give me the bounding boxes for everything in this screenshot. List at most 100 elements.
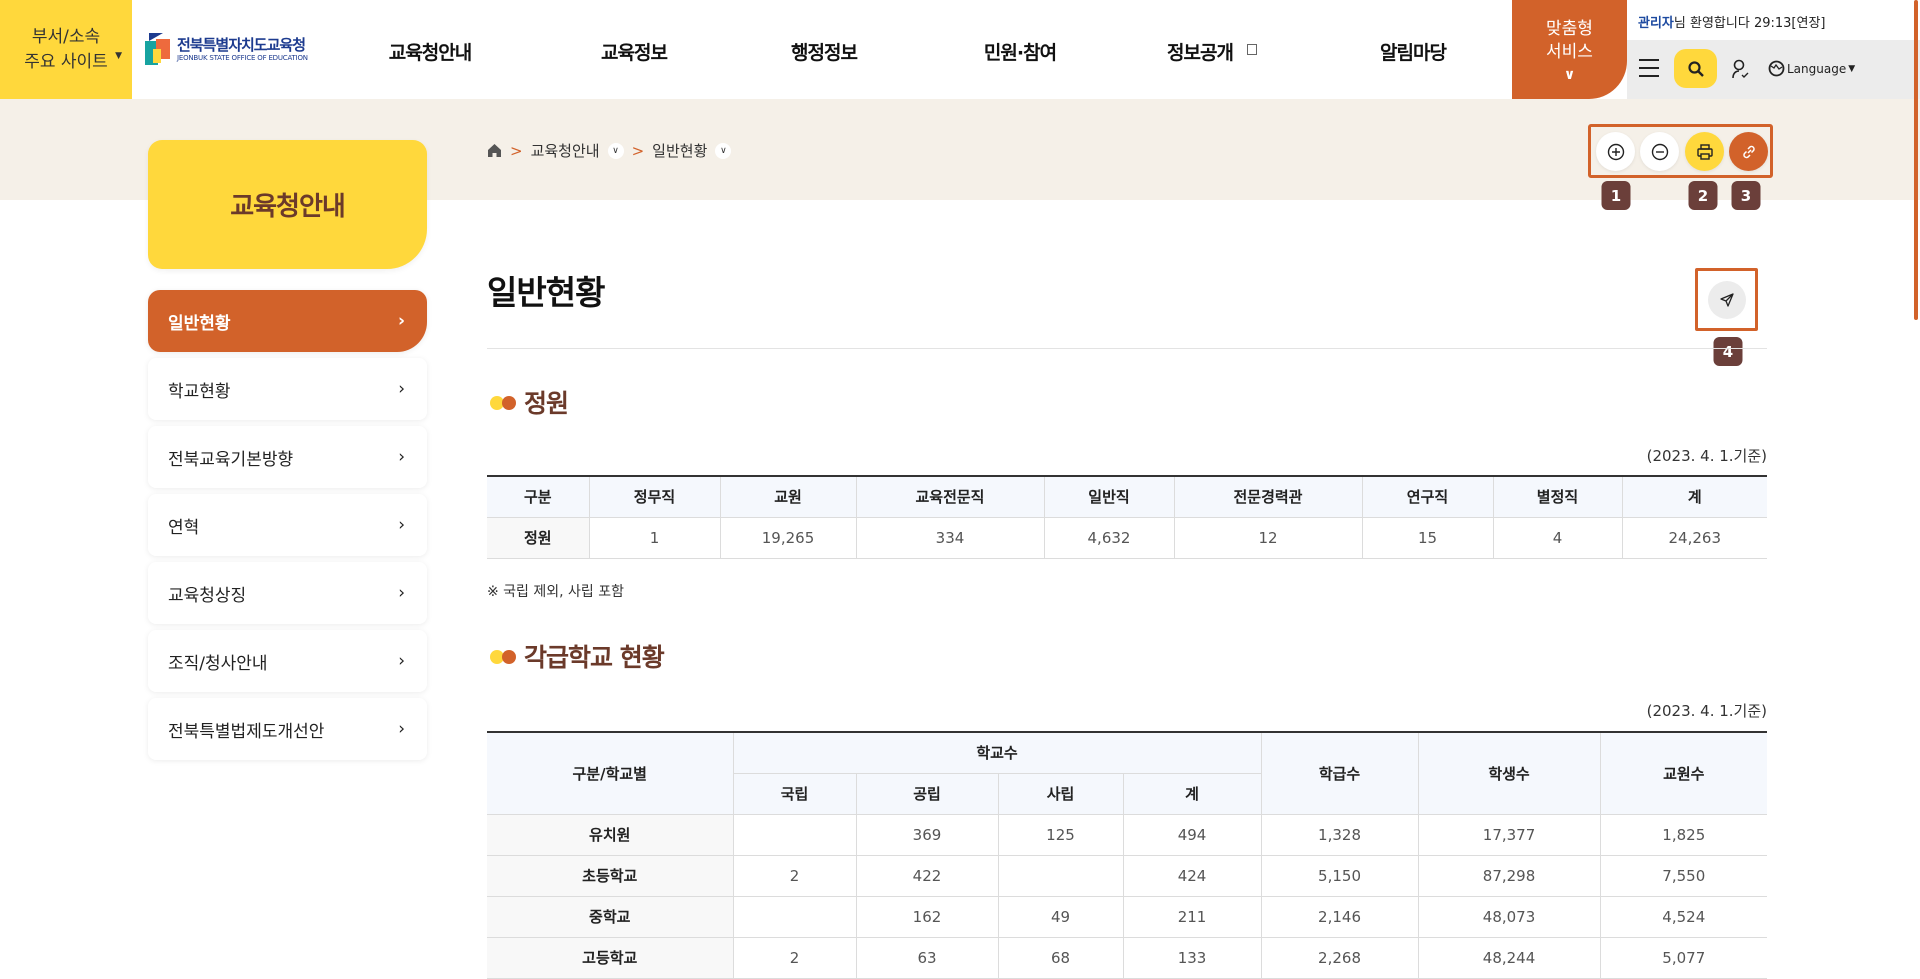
extend-session-link[interactable]: [연장] xyxy=(1791,16,1826,31)
column-header: 구분/학교별 xyxy=(487,731,734,815)
column-header: 교원수 xyxy=(1599,731,1768,815)
welcome-bar: 관리자님 환영합니다 29:13[연장] xyxy=(1627,0,1920,40)
sidebar-item[interactable]: 일반현황 › xyxy=(148,290,427,352)
annotation-badge: 1 xyxy=(1601,181,1631,210)
nav-item[interactable]: 민원·참여 xyxy=(983,42,1057,64)
copy-link-button[interactable] xyxy=(1729,132,1768,171)
sidebar-item-label: 조직/청사안내 xyxy=(168,653,268,674)
sidebar-item[interactable]: 학교현황 › xyxy=(148,358,427,420)
user-icon[interactable] xyxy=(1731,59,1749,83)
table-cell: 4,524 xyxy=(1599,895,1768,938)
table-cell: 87,298 xyxy=(1417,854,1601,897)
row-header: 정원 xyxy=(487,516,590,559)
sites-label-1: 부서/소속 xyxy=(31,26,101,47)
table-cell: 63 xyxy=(855,936,999,979)
breadcrumb-separator: > xyxy=(510,141,523,160)
sidebar-item-label: 일반현황 xyxy=(168,313,231,334)
chevron-right-icon: › xyxy=(398,651,405,671)
share-highlight xyxy=(1695,268,1758,331)
column-header: 학생수 xyxy=(1417,731,1601,815)
table-cell: 334 xyxy=(855,516,1045,559)
column-header: 구분 xyxy=(487,475,590,518)
column-header: 국립 xyxy=(733,772,857,815)
table-cell: 1,328 xyxy=(1260,813,1419,856)
table-row: 유치원 369 125 494 1,328 17,377 1,825 xyxy=(487,813,1768,856)
zoom-in-button[interactable] xyxy=(1596,132,1635,171)
divider xyxy=(487,348,1767,349)
school-status-table: 구분/학교별 학교수 학급수 학생수 교원수 국립 공립 사립 계 유치원 369 125 494 1… xyxy=(487,731,1768,979)
row-header: 중학교 xyxy=(487,895,734,938)
home-icon[interactable] xyxy=(487,143,502,158)
breadcrumb-item[interactable]: 교육청안내 xyxy=(530,142,600,160)
page-title: 일반현황 xyxy=(487,273,605,312)
column-header: 학교수 xyxy=(732,731,1262,774)
sidebar-item-label: 연혁 xyxy=(168,517,200,538)
breadcrumb-separator: > xyxy=(631,141,645,160)
section-title: 각급학교 현황 xyxy=(524,643,665,672)
language-selector[interactable]: Language ▼ xyxy=(1768,60,1855,77)
chevron-right-icon: › xyxy=(398,583,405,603)
custom-service-label-1: 맞춤형 xyxy=(1546,19,1593,39)
logo-english: JEONBUK STATE OFFICE OF EDUCATION xyxy=(177,53,308,62)
scrollbar-thumb[interactable] xyxy=(1914,0,1918,320)
table-cell: 7,550 xyxy=(1599,854,1768,897)
table-cell: 424 xyxy=(1122,854,1262,897)
tools-highlight xyxy=(1588,124,1773,178)
nav-item[interactable]: 행정정보 xyxy=(791,42,858,64)
chevron-down-icon[interactable]: ∨ xyxy=(715,142,732,159)
table-cell: 24,263 xyxy=(1621,516,1767,559)
table-cell xyxy=(997,854,1124,897)
menu-icon[interactable] xyxy=(1639,59,1659,77)
sites-dropdown-button[interactable]: 부서/소속 주요 사이트 ▼ xyxy=(0,0,132,99)
session-timer: 29:13 xyxy=(1753,16,1792,31)
sidebar-item[interactable]: 교육청상징 › xyxy=(148,562,427,624)
table-cell xyxy=(732,813,857,856)
nav-item[interactable]: 알림마당 xyxy=(1380,42,1447,64)
chevron-down-icon[interactable]: ∨ xyxy=(607,142,624,159)
print-button[interactable] xyxy=(1685,132,1724,171)
table-cell: 17,377 xyxy=(1417,813,1601,856)
breadcrumb-item[interactable]: 일반현황 xyxy=(652,142,708,160)
heading-dots-icon xyxy=(490,394,520,410)
sidebar-item[interactable]: 연혁 › xyxy=(148,494,427,556)
chevron-right-icon: › xyxy=(398,515,405,535)
column-header: 정무직 xyxy=(588,475,721,518)
table-cell: 15 xyxy=(1361,516,1494,559)
annotation-badge: 2 xyxy=(1688,181,1718,210)
zoom-out-button[interactable] xyxy=(1640,132,1679,171)
table-cell: 1,825 xyxy=(1599,813,1768,856)
table-cell: 48,244 xyxy=(1417,936,1601,979)
sidebar-item[interactable]: 전북특별법제도개선안 › xyxy=(148,698,427,760)
table-cell: 1 xyxy=(588,516,721,559)
nav-item[interactable]: 교육청안내 xyxy=(388,42,472,64)
column-header: 학급수 xyxy=(1260,731,1419,815)
custom-service-button[interactable]: 맞춤형 서비스 ∨ xyxy=(1512,0,1627,99)
search-icon xyxy=(1687,60,1704,77)
column-header: 별정직 xyxy=(1492,475,1623,518)
row-header: 유치원 xyxy=(487,813,734,856)
chevron-down-icon: ∨ xyxy=(1563,67,1576,83)
share-button[interactable] xyxy=(1708,281,1746,319)
annotation-badge: 4 xyxy=(1713,337,1743,366)
column-header: 교육전문직 xyxy=(855,475,1045,518)
table-cell: 2,146 xyxy=(1260,895,1419,938)
search-button[interactable] xyxy=(1674,49,1717,88)
table-cell: 4 xyxy=(1492,516,1623,559)
column-header: 공립 xyxy=(855,772,999,815)
nav-item[interactable]: 교육정보 xyxy=(601,42,668,64)
logo[interactable]: 전북특별자치도교육청 JEONBUK STATE OFFICE OF EDUCAT… xyxy=(145,33,308,65)
user-name: 관리자 xyxy=(1638,16,1674,31)
sidebar-item[interactable]: 조직/청사안내 › xyxy=(148,630,427,692)
chevron-right-icon: › xyxy=(398,447,405,467)
table-cell: 48,073 xyxy=(1417,895,1601,938)
section-heading: 각급학교 현황 xyxy=(490,638,665,674)
column-header: 일반직 xyxy=(1043,475,1175,518)
sidebar-title: 교육청안내 xyxy=(148,140,427,269)
sidebar-item-label: 전북특별법제도개선안 xyxy=(168,721,325,742)
sidebar-item-label: 전북교육기본방향 xyxy=(168,449,294,470)
sidebar-item-label: 교육청상징 xyxy=(168,585,247,606)
sidebar-item[interactable]: 전북교육기본방향 › xyxy=(148,426,427,488)
logo-text: 전북특별자치도교육청 xyxy=(177,35,306,54)
nav-item[interactable]: 정보공개 xyxy=(1167,42,1234,64)
staff-quota-table: 구분 정무직 교원 교육전문직 일반직 전문경력관 연구직 별정직 계 정원 1 19,265 334 4… xyxy=(487,475,1767,559)
